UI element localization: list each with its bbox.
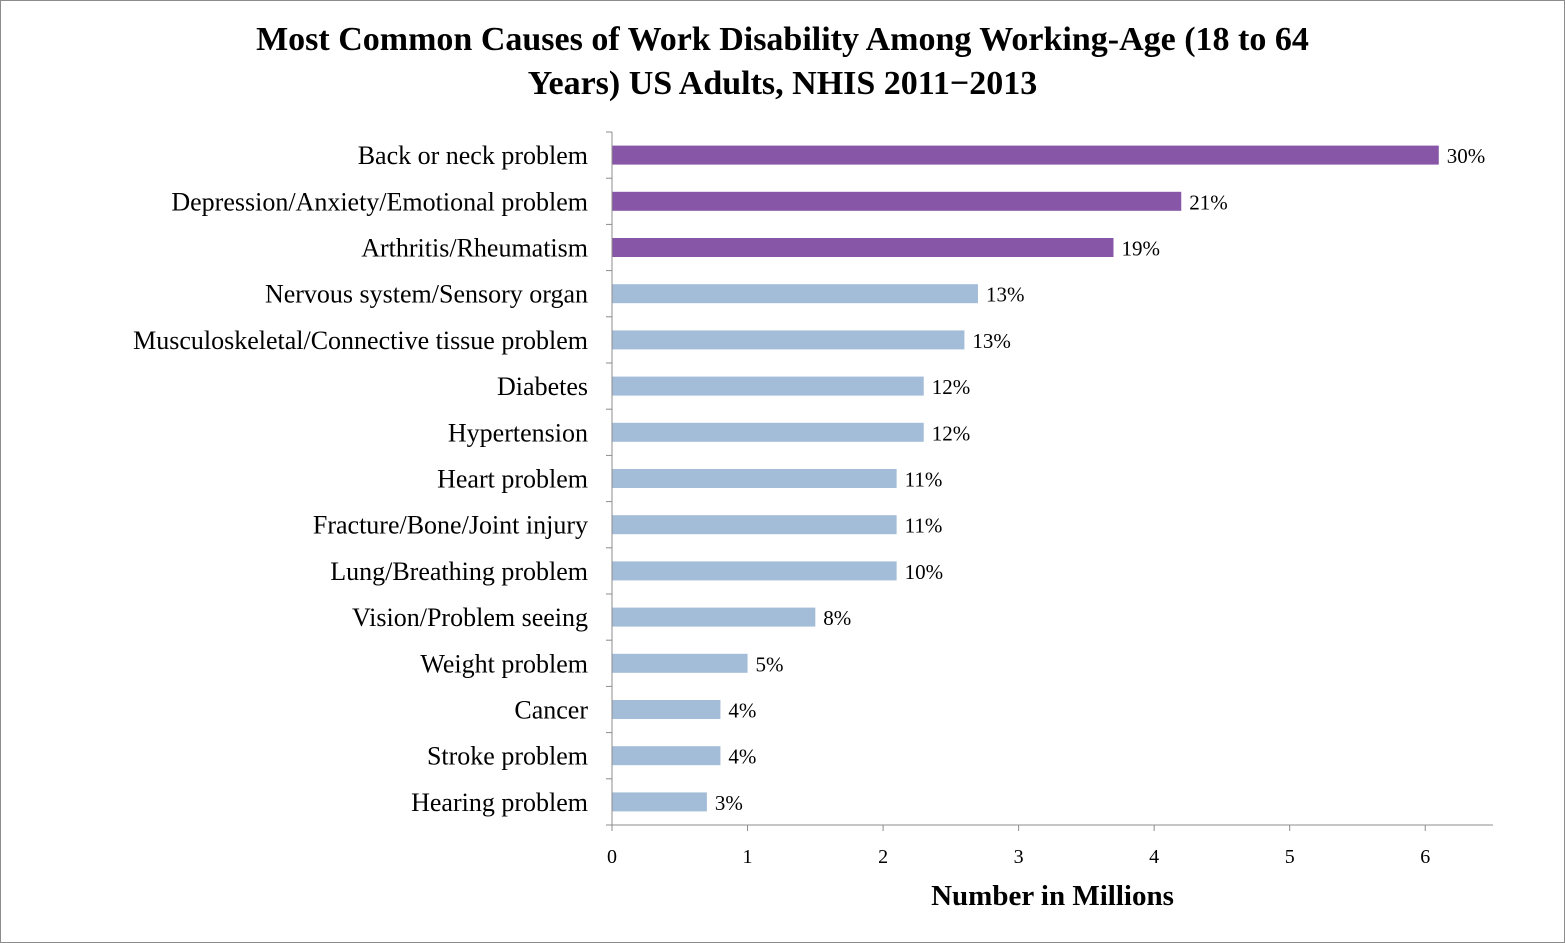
x-tick-label: 2: [878, 846, 888, 868]
bar: [612, 422, 924, 442]
x-tick-label: 3: [1014, 846, 1024, 868]
data-labels-group: 30%21%19%13%13%12%12%11%11%10%8%5%4%4%3%: [715, 144, 1485, 815]
x-tick-label: 0: [607, 846, 617, 868]
data-label: 8%: [823, 606, 851, 630]
data-label: 4%: [728, 699, 756, 723]
category-label: Back or neck problem: [358, 141, 588, 170]
bars-group: [612, 145, 1439, 812]
chart-title-line-1: Most Common Causes of Work Disability Am…: [256, 21, 1309, 58]
x-tick-label: 4: [1149, 846, 1159, 868]
category-label: Heart problem: [437, 465, 588, 494]
x-tick-label: 1: [743, 846, 753, 868]
bar: [612, 792, 707, 812]
axes-group: [606, 131, 1493, 831]
x-tick-labels-group: 0 1 2 3 4 5 6: [607, 846, 1430, 868]
bar: [612, 284, 978, 304]
category-label: Musculoskeletal/Connective tissue proble…: [133, 326, 588, 355]
bar: [612, 469, 897, 488]
bar: [612, 653, 748, 673]
chart-title-line-2: Years) US Adults, NHIS 2011−2013: [527, 65, 1038, 102]
data-label: 21%: [1189, 190, 1228, 214]
bar: [612, 238, 1114, 257]
category-label: Diabetes: [497, 372, 588, 401]
chart-title: Most Common Causes of Work Disability Am…: [0, 18, 1565, 106]
bar: [612, 145, 1439, 165]
bar: [612, 700, 721, 719]
category-label: Vision/Problem seeing: [352, 603, 588, 632]
category-label: Fracture/Bone/Joint injury: [313, 511, 588, 540]
data-label: 13%: [972, 329, 1011, 353]
category-label: Weight problem: [420, 649, 588, 678]
data-label: 11%: [905, 514, 943, 538]
data-label: 13%: [986, 283, 1025, 307]
data-label: 4%: [728, 745, 756, 769]
bar: [612, 191, 1182, 211]
category-label: Cancer: [514, 696, 588, 725]
x-tick-label: 5: [1285, 846, 1295, 868]
category-label: Arthritis/Rheumatism: [361, 234, 588, 263]
x-axis-title: Number in Millions: [931, 880, 1174, 912]
bar: [612, 607, 816, 627]
category-label: Lung/Breathing problem: [330, 557, 588, 586]
category-label: Stroke problem: [427, 742, 588, 771]
data-label: 19%: [1121, 237, 1160, 261]
bar: [612, 376, 924, 396]
category-label: Hypertension: [448, 418, 588, 447]
category-labels-group: Back or neck problem Depression/Anxiety/E…: [133, 141, 588, 817]
data-label: 12%: [932, 375, 971, 399]
data-label: 12%: [932, 421, 971, 445]
data-label: 11%: [905, 468, 943, 492]
data-label: 10%: [905, 560, 944, 584]
category-label: Nervous system/Sensory organ: [265, 280, 588, 309]
bar: [612, 561, 897, 581]
category-label: Hearing problem: [411, 788, 588, 817]
data-label: 30%: [1447, 144, 1486, 168]
bar: [612, 515, 897, 535]
x-tick-label: 6: [1420, 846, 1430, 868]
category-label: Depression/Anxiety/Emotional problem: [171, 187, 588, 216]
bar: [612, 746, 721, 766]
bar: [612, 330, 965, 350]
data-label: 3%: [715, 791, 743, 815]
data-label: 5%: [756, 652, 784, 676]
